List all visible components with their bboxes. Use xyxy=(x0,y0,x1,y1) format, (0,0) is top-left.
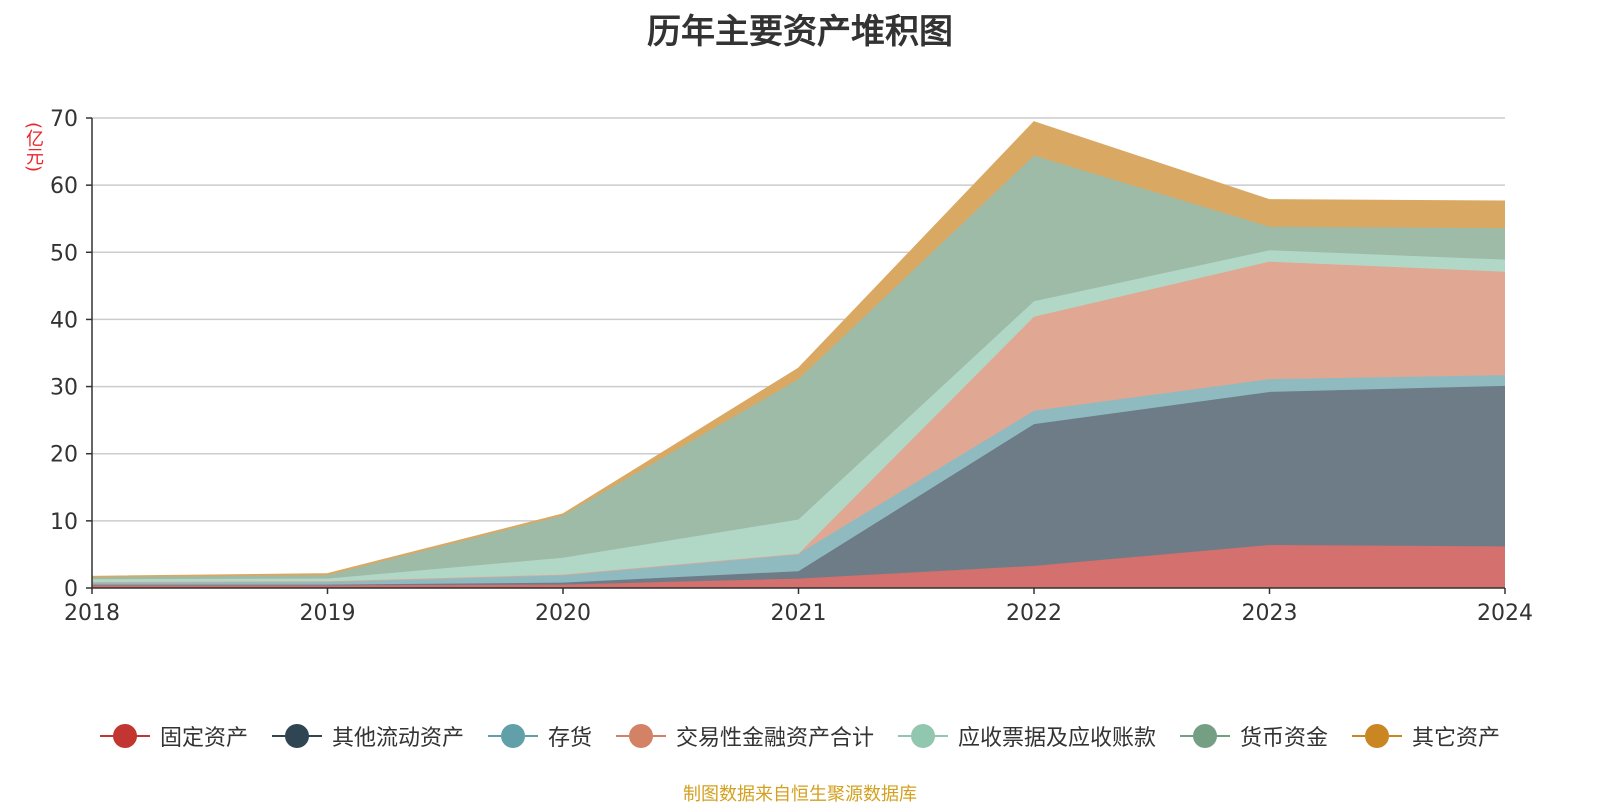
legend-item-5[interactable]: 货币资金 xyxy=(1180,720,1328,752)
y-tick-label: 50 xyxy=(50,241,78,266)
legend-marker-icon xyxy=(487,724,538,748)
legend-label: 存货 xyxy=(547,726,592,751)
legend-label: 交易性金融资产合计 xyxy=(675,726,874,751)
legend-label: 应收票据及应收账款 xyxy=(958,726,1157,751)
legend-item-4[interactable]: 应收票据及应收账款 xyxy=(898,720,1156,752)
y-tick-label: 10 xyxy=(50,510,78,535)
area-series xyxy=(91,121,1506,588)
legend-label: 固定资产 xyxy=(159,726,248,751)
x-tick-label: 2019 xyxy=(300,601,356,626)
legend-label: 其它资产 xyxy=(1412,726,1501,751)
legend-marker-icon xyxy=(1352,724,1403,748)
area-series-line-6 xyxy=(91,121,1506,578)
x-tick-label: 2023 xyxy=(1242,601,1298,626)
area-series-1 xyxy=(92,385,1505,586)
legend-label: 货币资金 xyxy=(1240,726,1329,751)
chart-title: 历年主要资产堆积图 xyxy=(647,12,953,52)
legend-item-1[interactable]: 其他流动资产 xyxy=(271,720,464,752)
area-series-3 xyxy=(92,261,1505,582)
legend-marker-icon xyxy=(271,724,322,748)
x-tick-label: 2024 xyxy=(1477,601,1533,626)
y-tick-label: 0 xyxy=(64,577,78,602)
axes: 0 10 20 30 40 50 60 70 2018 2019 2020 2021 2022 2023 2… xyxy=(50,107,1533,626)
area-series-5 xyxy=(92,155,1505,580)
source-note: 制图数据来自恒生聚源数据库 xyxy=(683,784,917,805)
stacked-area-chart: 0 10 20 30 40 50 60 70 2018 2019 2020 2021 2022 2023 2… xyxy=(50,107,1533,626)
legend-label: 其他流动资产 xyxy=(331,726,464,751)
legend-item-0[interactable]: 固定资产 xyxy=(99,720,248,752)
legend-marker-icon xyxy=(615,724,666,748)
x-tick-label: 2020 xyxy=(535,601,591,626)
legend-marker-icon xyxy=(898,724,948,748)
legend-item-3[interactable]: 交易性金融资产合计 xyxy=(615,720,874,752)
legend-item-2[interactable]: 存货 xyxy=(487,720,592,752)
y-tick-label: 60 xyxy=(50,174,78,199)
legend-marker-icon xyxy=(99,724,150,748)
x-tick-label: 2022 xyxy=(1006,601,1062,626)
y-tick-label: 20 xyxy=(50,443,78,468)
legend: 固定资产 其他流动资产 存货 交易性金融资产合计 应收票据及应收账款 货币资金 其它资产 xyxy=(0,718,1600,754)
x-tick-label: 2021 xyxy=(771,601,827,626)
x-tick-label: 2018 xyxy=(64,601,120,626)
y-axis-unit: (亿元) xyxy=(23,122,44,173)
y-tick-label: 30 xyxy=(50,376,78,401)
y-tick-label: 70 xyxy=(50,107,78,132)
legend-item-6[interactable]: 其它资产 xyxy=(1352,720,1500,752)
legend-marker-icon xyxy=(1180,724,1231,748)
y-tick-label: 40 xyxy=(50,308,78,333)
